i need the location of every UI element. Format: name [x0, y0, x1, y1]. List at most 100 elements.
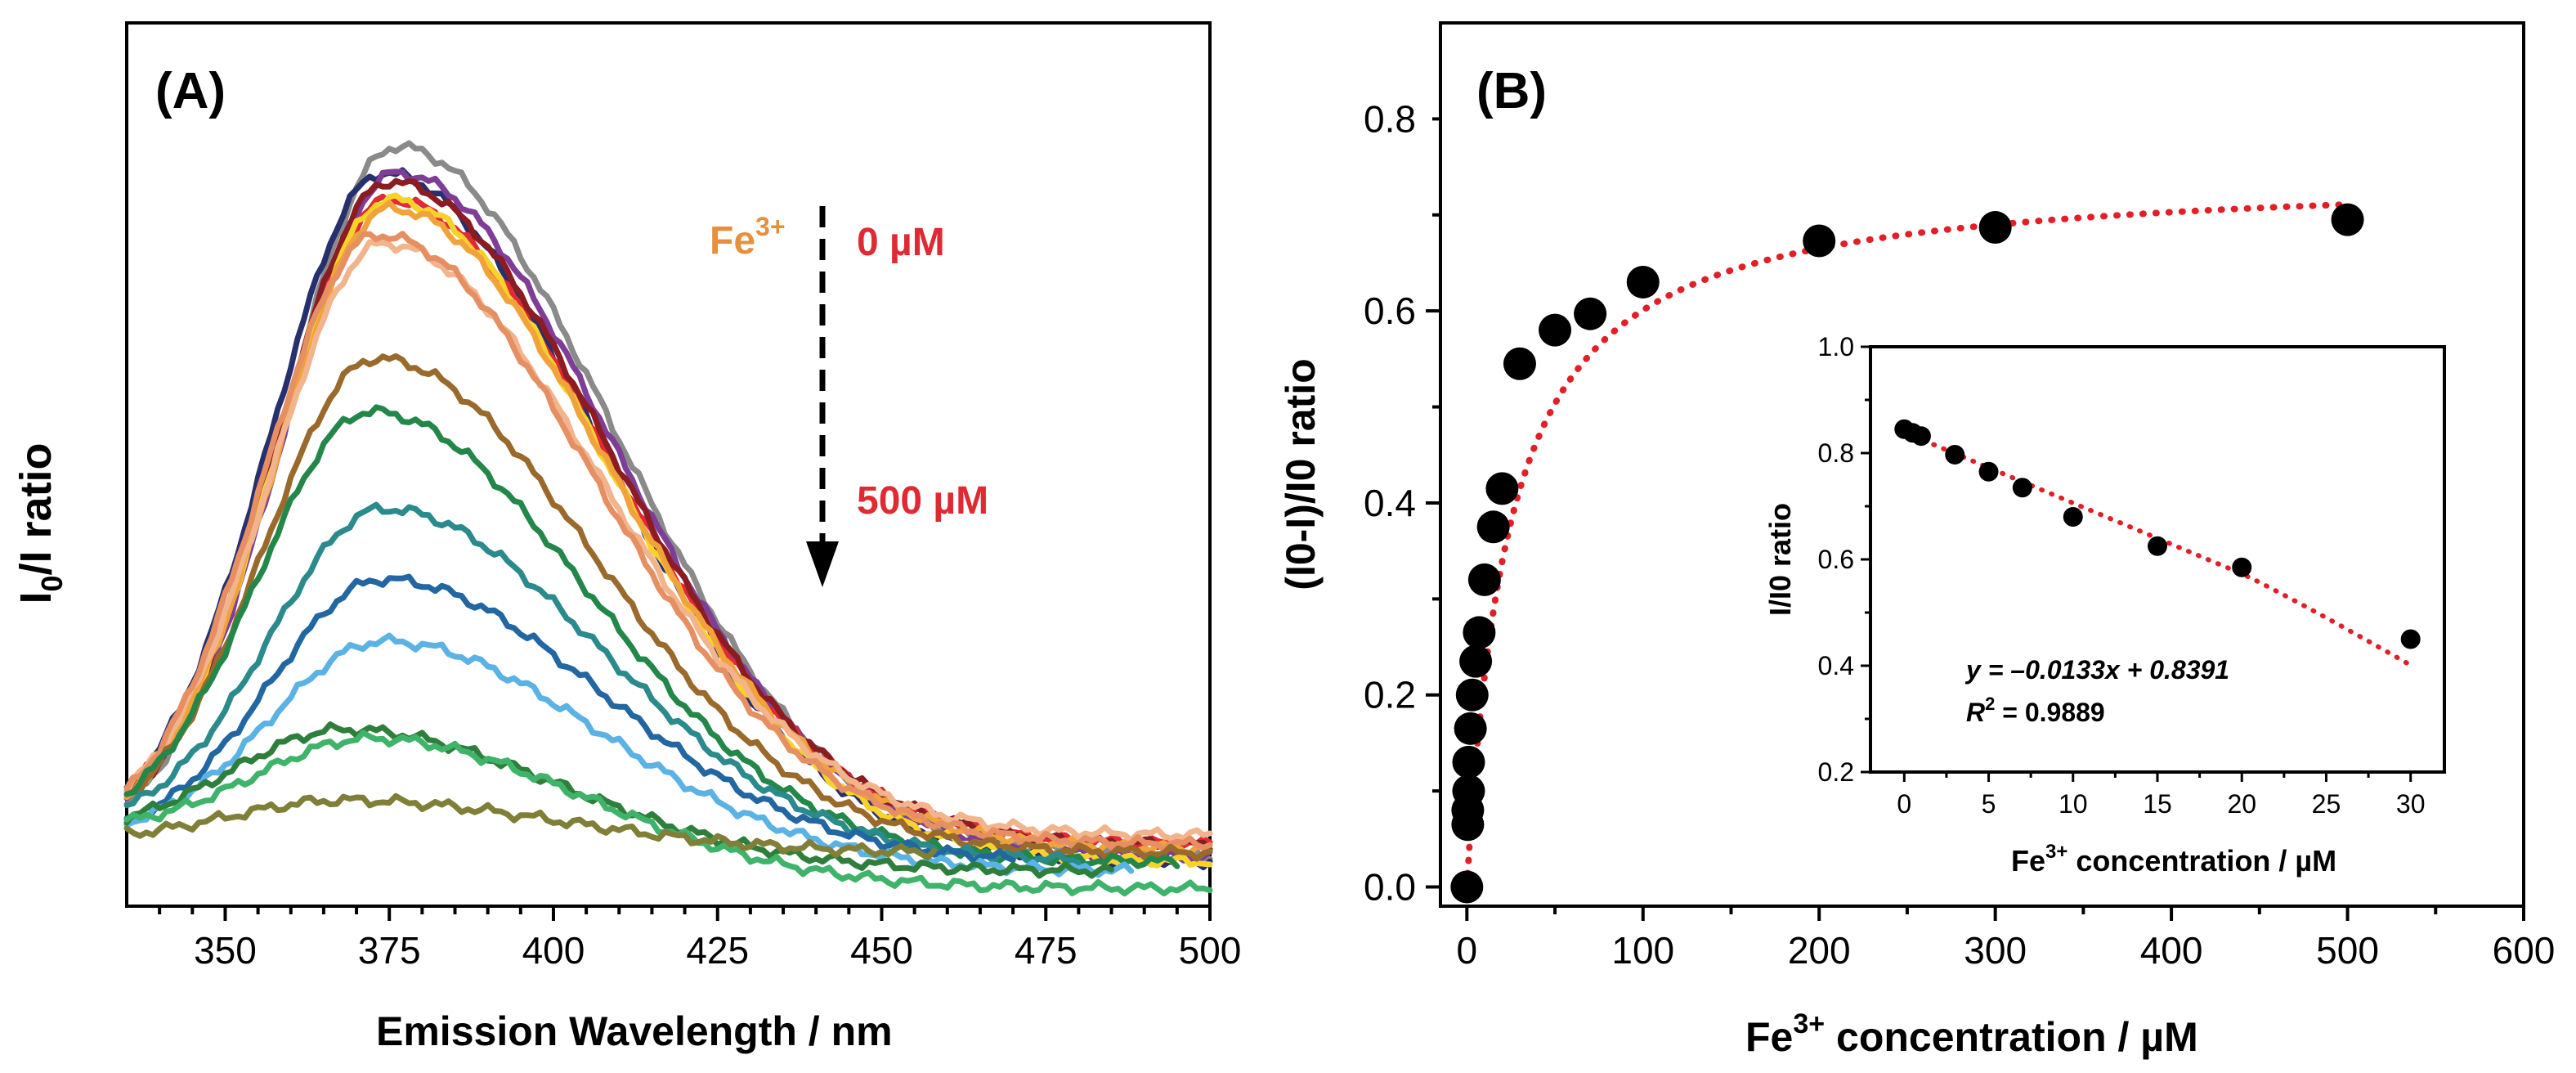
data-point [1459, 644, 1493, 678]
inset-data-point [1911, 426, 1931, 447]
inset-data-point [2232, 557, 2252, 577]
inset-y-tick-label: 0.4 [1818, 651, 1854, 680]
inset-r-squared: R2 = 0.9889 [1966, 694, 2105, 727]
inset-frame [1869, 345, 2446, 774]
inset-y-tick-label: 0.6 [1818, 545, 1854, 574]
x-tick-label: 200 [1788, 929, 1851, 972]
x-tick-label: 500 [1179, 929, 1242, 972]
x-tick-label: 350 [194, 929, 257, 972]
inset-r-letter: R [1966, 698, 1985, 727]
inset-axes: 0 5 10 15 20 25 30 0.2 0.4 0.6 0.8 1.0 [1818, 332, 2426, 819]
data-point [1452, 745, 1485, 779]
spectrum-line-dark-green [123, 721, 1114, 879]
x-tick-label: 0 [1457, 929, 1478, 972]
spectrum-line-teal [123, 501, 1082, 866]
panel-b-x-title-charge: 3+ [1793, 1008, 1825, 1039]
x-tick-label: 425 [686, 929, 749, 972]
inset-x-tick-label: 25 [2312, 789, 2341, 819]
fit-curve [1463, 201, 2351, 891]
data-point [2331, 203, 2364, 236]
inset-x-tick-label: 20 [2227, 789, 2256, 819]
inset-data-point [1978, 461, 1999, 482]
x-tick-label: 500 [2316, 929, 2379, 972]
spectrum-line-yellow [123, 192, 1213, 869]
inset-x-axis-title: Fe3+ concentration / µM [2011, 841, 2336, 878]
panel-b-points [1450, 203, 2364, 904]
inset-fit-line-path [1902, 429, 2412, 667]
spectrum-line-orange [123, 200, 1213, 856]
spectrum-line-green [123, 404, 1180, 869]
data-point [1455, 678, 1489, 712]
y-title-rest: /I ratio [11, 442, 60, 575]
y-tick-label: 0.8 [1364, 97, 1416, 140]
inset-y-tick-label: 0.2 [1818, 757, 1854, 787]
spectrum-line-blue [123, 573, 1016, 864]
annotation-arrow-head [806, 541, 839, 587]
y-tick-label: 0.0 [1364, 866, 1416, 909]
panel-a-series-group [123, 140, 1213, 897]
inset-data-point [2148, 536, 2167, 556]
inset-data-point [1945, 444, 1965, 465]
panel-a-x-axis-title: Emission Wavelength / nm [376, 1008, 893, 1054]
data-point [1454, 712, 1487, 745]
inset-data-point [2063, 507, 2083, 527]
y-title-sub: 0 [35, 575, 69, 591]
y-title-i: I [11, 592, 60, 604]
annotation-start-label: 0 µM [857, 221, 945, 264]
panel-a-frame [125, 21, 1212, 908]
y-tick-label: 0.2 [1364, 674, 1416, 716]
x-tick-label: 100 [1611, 929, 1674, 972]
panel-a: 350 375 400 425 450 475 500 (A) Emission Wavel… [11, 21, 1242, 1054]
panel-b-x-title-rest: concentration / µM [1825, 1014, 2198, 1060]
spectrum-line-salmon [123, 231, 1213, 853]
inset-equation: y = –0.0133x + 0.8391 [1964, 655, 2229, 685]
x-tick-label: 475 [1015, 929, 1077, 972]
annotation-end-label: 500 µM [857, 479, 988, 523]
inset-y-tick-label: 0.8 [1818, 438, 1854, 468]
inset-data-point [2012, 478, 2032, 498]
inset-data-point [2400, 629, 2421, 649]
inset-x-tick-label: 10 [2059, 789, 2088, 819]
inset-x-tick-label: 5 [1982, 789, 1996, 819]
panel-b: 0 100 200 300 400 500 600 0.0 0.2 0.4 0.6 0.8 (B) F… [1278, 21, 2555, 1060]
spectrum-line-red [123, 193, 1213, 852]
spectrum-line-peach [123, 239, 1213, 843]
x-tick-label: 375 [358, 929, 421, 972]
inset-points [1894, 419, 2421, 649]
data-point [1467, 563, 1501, 596]
data-point [1450, 870, 1484, 904]
panel-b-fit-curve [1463, 201, 2351, 891]
panel-b-label: (B) [1476, 63, 1547, 119]
inset-x-title-ion: Fe [2011, 844, 2045, 878]
panel-a-x-axis: 350 375 400 425 450 475 500 [158, 906, 1242, 972]
panel-a-y-axis-title: I0/I ratio [11, 442, 69, 604]
data-point [1626, 265, 1660, 299]
inset-r-value: = 0.9889 [1995, 698, 2104, 727]
panel-b-y-axis-title: (I0-I)/I0 ratio [1278, 358, 1324, 590]
data-point [1452, 774, 1485, 808]
x-tick-label: 400 [522, 929, 585, 972]
annotation-ion: Fe3+ [710, 212, 786, 263]
panel-b-x-title-ion: Fe [1745, 1014, 1793, 1060]
spectrum-line-olive [123, 792, 938, 860]
data-point [1574, 297, 1607, 330]
x-tick-label: 300 [1964, 929, 2027, 972]
inset-x-title-charge: 3+ [2045, 841, 2068, 863]
spectrum-line-brown [123, 352, 1213, 862]
x-tick-label: 400 [2140, 929, 2203, 972]
x-tick-label: 600 [2493, 929, 2556, 972]
y-tick-label: 0.6 [1364, 290, 1416, 332]
data-point [1485, 472, 1519, 505]
data-point [1978, 211, 2012, 245]
x-tick-label: 450 [850, 929, 913, 972]
data-point [1476, 510, 1510, 544]
spectrum-line-dark-red [123, 177, 1213, 853]
inset-chart: 0 5 10 15 20 25 30 0.2 0.4 0.6 0.8 1.0 y = –0.0133x… [1763, 332, 2446, 878]
data-point [1803, 224, 1836, 258]
data-point [1539, 313, 1572, 347]
panel-b-axes: 0 100 200 300 400 500 600 0.0 0.2 0.4 0.6 0.8 [1364, 97, 2555, 972]
panel-b-x-axis-title: Fe3+ concentration / µM [1745, 1008, 2198, 1060]
annotation-ion-base: Fe [710, 219, 755, 263]
